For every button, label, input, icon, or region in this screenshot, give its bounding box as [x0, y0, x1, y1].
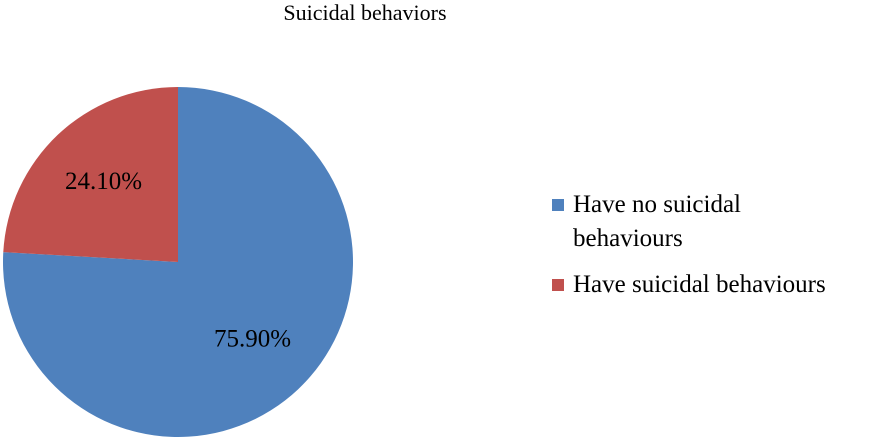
chart-title: Suicidal behaviors [283, 0, 446, 25]
data-label: 75.90% [214, 326, 291, 353]
pie-slice [3, 87, 179, 262]
legend: Have no suicidal behaviours Have suicidal… [552, 188, 826, 314]
legend-label: Have suicidal behaviours [573, 271, 826, 298]
legend-label: Have no suicidal behaviours [573, 191, 742, 252]
legend-item: Have suicidal behaviours [552, 268, 826, 302]
legend-swatch [552, 279, 564, 291]
data-label: 24.10% [65, 168, 142, 195]
legend-swatch [552, 199, 564, 211]
legend-item: Have no suicidal behaviours [552, 188, 826, 256]
